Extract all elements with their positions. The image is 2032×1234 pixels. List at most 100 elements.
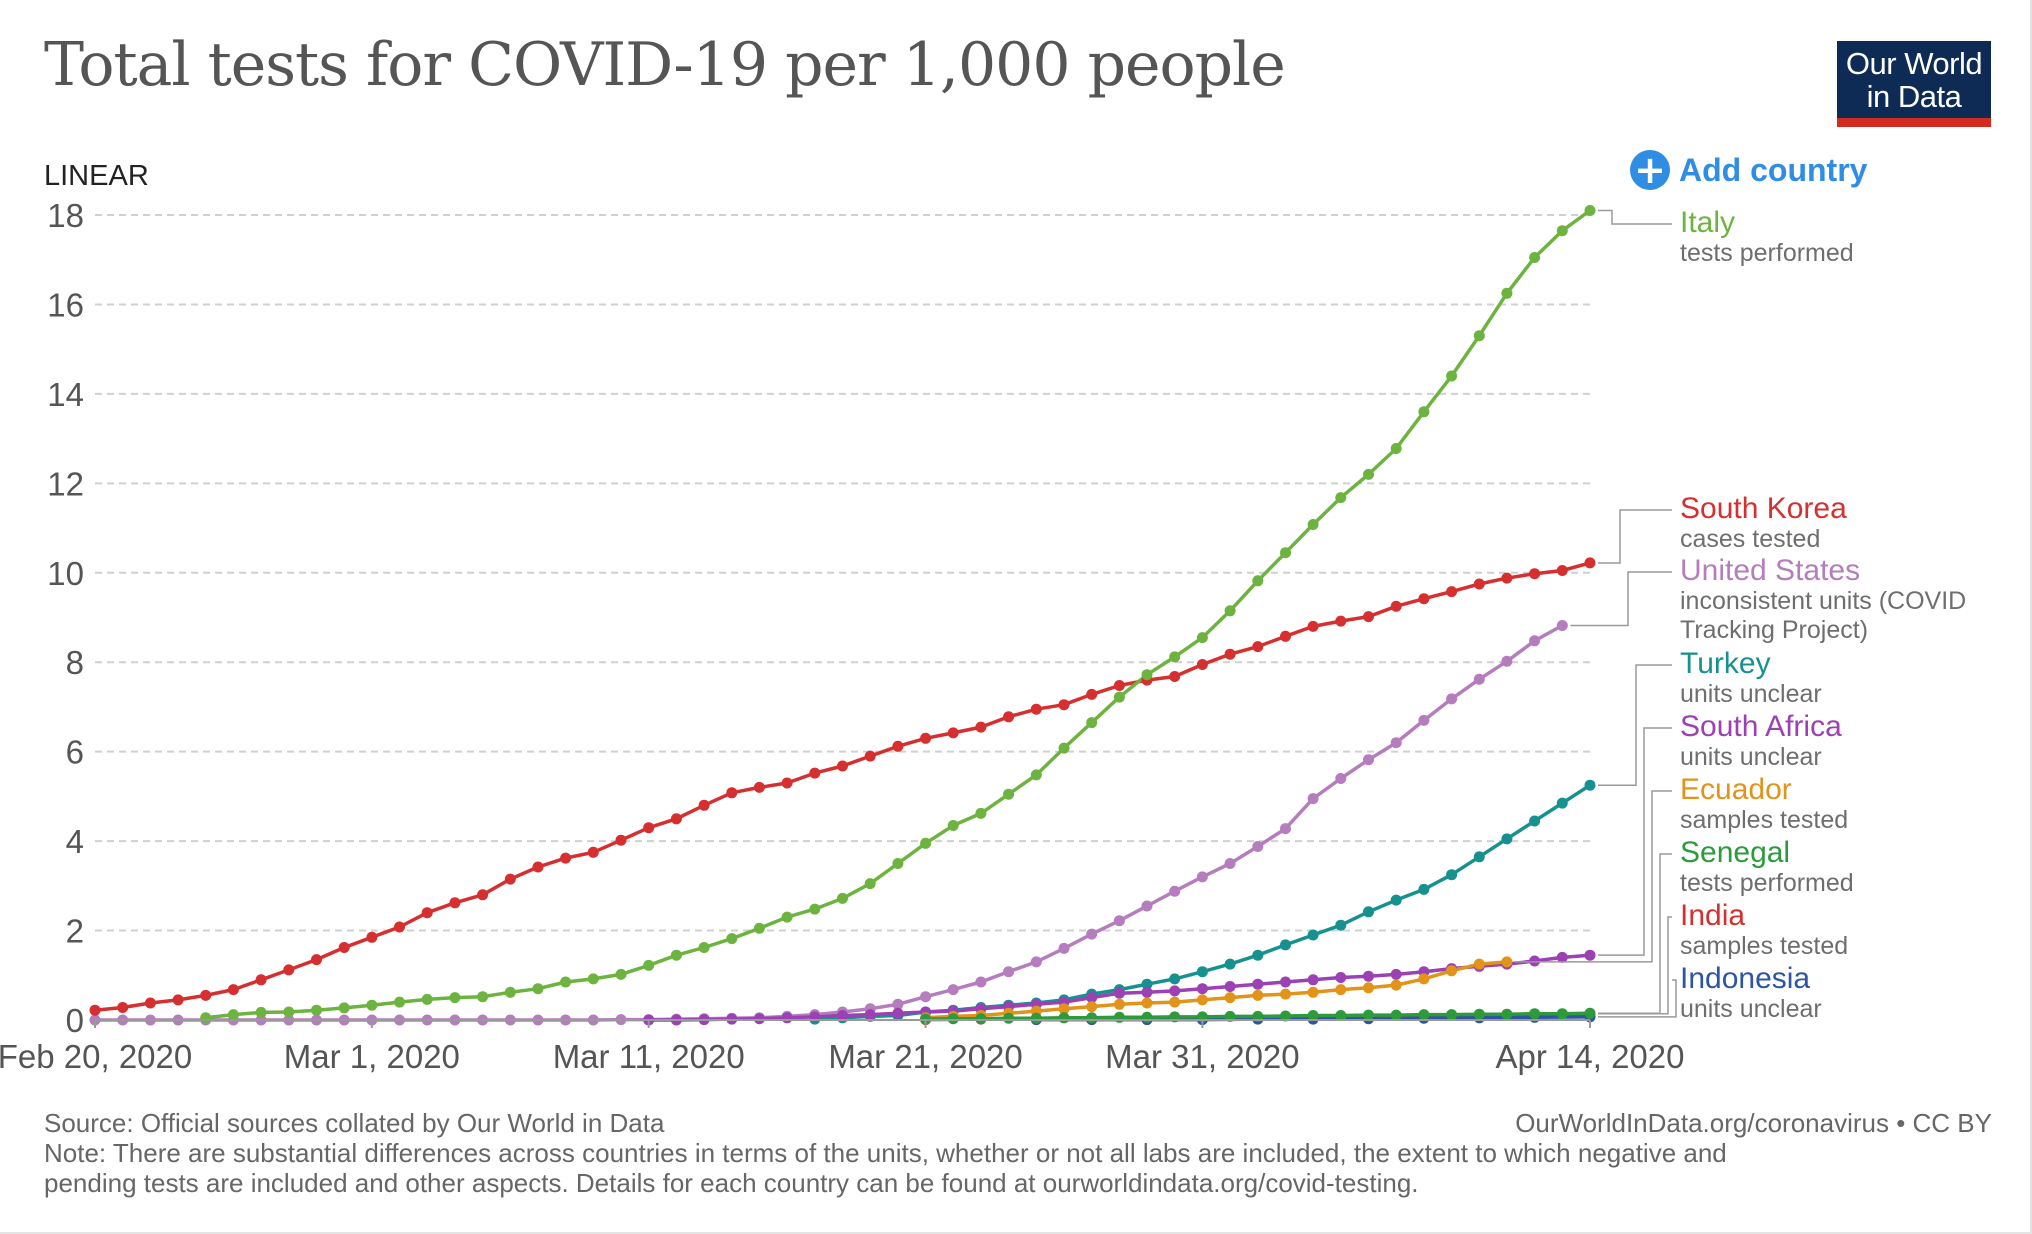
owid-logo[interactable]: Our World in Data [1837,41,1991,127]
data-point-south_korea [255,974,267,986]
data-point-south_africa [837,1010,848,1021]
data-point-ecuador [1141,997,1153,1009]
data-point-united_states [1252,841,1264,852]
logo-line-2: in Data [1866,79,1962,114]
data-point-italy [920,837,932,849]
data-point-italy [366,999,378,1011]
data-point-south_korea [1335,615,1347,627]
data-point-ecuador [1335,984,1347,996]
data-point-italy [1003,788,1015,800]
data-point-ecuador [1086,1001,1098,1013]
legend-connector [1514,790,1672,963]
plus-circle-icon: + [1630,150,1670,190]
data-point-ecuador [1280,988,1291,1000]
data-point-senegal [1418,1009,1430,1021]
legend-units: samples tested [1680,806,1848,834]
y-tick-label: 6 [66,734,84,771]
data-point-italy [421,993,433,1005]
data-point-south_africa [1556,951,1568,963]
y-tick-label: 4 [66,823,84,860]
data-point-italy [1252,575,1264,587]
note-line-1: Note: There are substantial differences … [44,1138,1727,1168]
source-text: Source: Official sources collated by Our… [44,1108,665,1138]
data-point-united_states [1390,737,1402,749]
data-point-senegal [1390,1009,1402,1021]
data-point-italy [1446,370,1458,382]
data-point-united_states [947,984,959,996]
data-point-italy [781,911,793,923]
data-point-south_korea [1363,611,1374,623]
data-point-south_korea [421,907,433,919]
data-point-italy [1141,669,1153,681]
data-point-turkey [1473,851,1485,863]
data-point-united_states [1473,673,1485,685]
legend-connector [1598,727,1672,956]
data-point-south_korea [144,997,156,1009]
y-tick-label: 0 [66,1002,84,1039]
axis-layer: 0 2 4 6 8 10 12 14 16 18 Feb 20, 2020 Mar 1, 2020 Ma… [0,197,1684,1075]
data-point-south_korea [975,721,987,733]
data-point-italy [338,1002,350,1014]
data-point-united_states [1501,655,1513,667]
data-point-united_states [920,991,932,1003]
logo-line-1: Our World [1845,46,1983,81]
credit-link[interactable]: OurWorldInData.org/coronavirus • CC BY [1515,1108,1992,1138]
data-point-south_korea [117,1002,129,1013]
series-points [89,205,1596,1026]
data-point-south_korea [89,1004,101,1016]
x-tick-label: Mar 21, 2020 [828,1038,1022,1075]
scale-toggle[interactable]: LINEAR [44,160,149,192]
data-point-ecuador [1307,986,1319,998]
data-point-italy [1363,468,1374,480]
data-point-south_korea [947,727,959,739]
data-point-italy [1390,443,1402,454]
grid-layer [95,214,1590,932]
data-point-italy [726,933,738,945]
data-point-italy [1584,205,1596,216]
data-point-turkey [1196,966,1208,978]
data-point-italy [837,892,848,904]
data-point-ecuador [1113,998,1125,1010]
data-point-united_states [975,976,987,988]
data-point-south_korea [1473,578,1485,590]
data-point-south_korea [753,781,765,793]
data-point-turkey [1556,797,1568,809]
data-point-italy [975,807,987,819]
data-point-ecuador [1196,994,1208,1006]
data-point-united_states [1307,793,1319,805]
data-point-south_korea [366,931,378,943]
legend-name: South Korea [1680,492,1847,525]
data-point-south_africa [781,1012,793,1024]
data-point-south_korea [837,760,848,772]
data-point-senegal [1280,1010,1291,1022]
data-point-south_korea [698,799,710,811]
data-point-italy [698,942,710,953]
data-point-italy [1058,742,1070,754]
data-point-ecuador [1224,992,1236,1004]
data-point-italy [643,959,655,971]
data-point-ecuador [1501,956,1513,968]
data-point-turkey [1307,929,1319,941]
legend-units: samples tested [1680,932,1848,960]
data-point-italy [1473,330,1485,342]
data-point-senegal [1058,1012,1070,1024]
legend-name: Senegal [1680,836,1790,869]
legend-connector [1598,853,1672,1015]
add-country-button[interactable]: + Add country [1630,150,1867,190]
data-point-turkey [1141,978,1153,990]
data-point-south_korea [227,984,239,996]
legend-connector [1598,509,1672,564]
series-line-south_korea [94,561,1591,1012]
data-point-italy [1030,769,1042,781]
legend-units: tests performed [1680,239,1854,267]
